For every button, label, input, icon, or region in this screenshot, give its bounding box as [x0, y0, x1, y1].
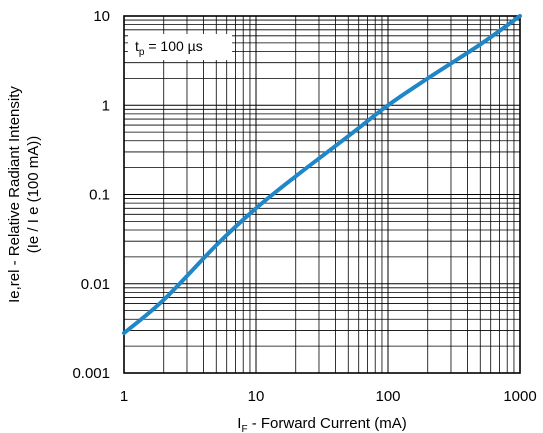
x-axis-label: IF - Forward Current (mA) [237, 415, 406, 433]
y-axis-label: Ie,rel - Relative Radiant Intensity (Ie … [6, 86, 42, 303]
x-axis-label-rest: - Forward Current (mA) [248, 415, 407, 432]
y-tick-label: 0.001 [72, 365, 110, 382]
x-tick-label: 1 [120, 388, 128, 405]
y-axis-label-line2: (Ie / I e (100 mA)) [25, 136, 42, 254]
x-axis-label-symbol: I [237, 415, 241, 432]
y-tick-labels: 0.001 0.01 0.1 1 10 [72, 8, 110, 382]
annotation-label: tp = 100 µs [135, 38, 203, 58]
series-line [122, 14, 522, 336]
annotation-symbol: t [135, 38, 139, 54]
x-axis-label-subscript: F [241, 424, 247, 433]
x-tick-label: 1000 [503, 388, 536, 405]
y-tick-label: 1 [102, 97, 110, 114]
series-group [122, 14, 522, 336]
annotation-rest: = 100 µs [144, 38, 202, 54]
x-tick-label: 100 [375, 388, 400, 405]
annotation-background [128, 34, 232, 60]
annotation-subscript: p [139, 47, 145, 58]
pulse-width-annotation: tp = 100 µs [128, 34, 232, 60]
x-tick-labels: 1 10 100 1000 [120, 388, 537, 405]
y-tick-label: 0.01 [81, 276, 110, 293]
y-tick-label: 0.1 [89, 187, 110, 204]
plot-frame [123, 15, 521, 374]
x-tick-label: 10 [248, 388, 265, 405]
y-axis-label-line1: Ie,rel - Relative Radiant Intensity [6, 86, 23, 303]
y-tick-label: 10 [93, 8, 110, 25]
grid-lines [124, 16, 520, 373]
